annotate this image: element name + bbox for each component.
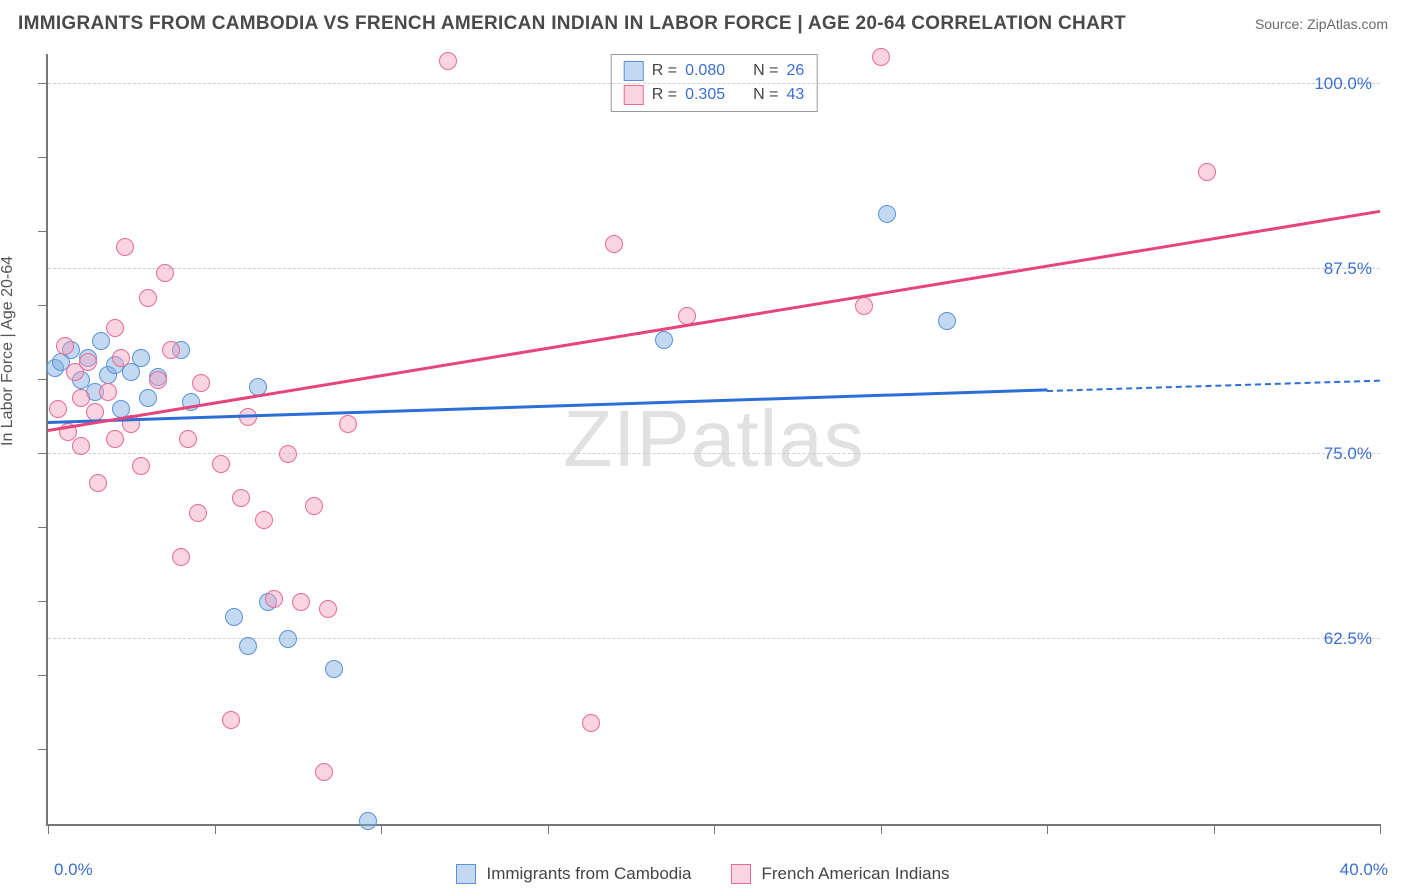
gridline [48, 268, 1380, 269]
data-point [149, 371, 167, 389]
x-tick [1380, 824, 1381, 834]
y-tick [38, 527, 48, 528]
data-point [132, 457, 150, 475]
data-point [156, 264, 174, 282]
data-point [162, 341, 180, 359]
data-point [655, 331, 673, 349]
n-value-2: 43 [786, 86, 804, 104]
legend-swatch-2b [731, 864, 751, 884]
data-point [92, 332, 110, 350]
data-point [49, 400, 67, 418]
data-point [116, 238, 134, 256]
data-point [192, 374, 210, 392]
n-label: N = [753, 86, 778, 104]
data-point [79, 353, 97, 371]
x-tick [48, 824, 49, 834]
data-point [872, 48, 890, 66]
data-point [605, 235, 623, 253]
source-label: Source: ZipAtlas.com [1255, 16, 1388, 32]
data-point [89, 474, 107, 492]
data-point [106, 319, 124, 337]
x-tick [381, 824, 382, 834]
data-point [56, 337, 74, 355]
legend-label-1: Immigrants from Cambodia [486, 864, 691, 884]
y-tick [38, 231, 48, 232]
data-point [139, 389, 157, 407]
data-point [255, 511, 273, 529]
data-point [359, 812, 377, 830]
data-point [99, 383, 117, 401]
y-tick [38, 83, 48, 84]
data-point [339, 415, 357, 433]
r-value-1: 0.080 [685, 62, 725, 80]
y-tick [38, 453, 48, 454]
legend-series-names: Immigrants from Cambodia French American… [0, 864, 1406, 884]
data-point [855, 297, 873, 315]
legend-item-1: Immigrants from Cambodia [456, 864, 691, 884]
y-tick [38, 157, 48, 158]
x-tick [1214, 824, 1215, 834]
y-tick [38, 305, 48, 306]
data-point [439, 52, 457, 70]
x-tick [548, 824, 549, 834]
legend-swatch-1b [456, 864, 476, 884]
data-point [305, 497, 323, 515]
data-point [212, 455, 230, 473]
y-tick-label: 75.0% [1324, 444, 1372, 464]
data-point [232, 489, 250, 507]
x-tick [215, 824, 216, 834]
legend-swatch-2 [624, 85, 644, 105]
gridline [48, 453, 1380, 454]
data-point [179, 430, 197, 448]
data-point [72, 437, 90, 455]
y-tick [38, 379, 48, 380]
data-point [319, 600, 337, 618]
data-point [225, 608, 243, 626]
data-point [1198, 163, 1216, 181]
data-point [582, 714, 600, 732]
y-axis-label: In Labor Force | Age 20-64 [0, 256, 17, 446]
legend-swatch-1 [624, 61, 644, 81]
r-value-2: 0.305 [685, 86, 725, 104]
n-value-1: 26 [786, 62, 804, 80]
y-tick-label: 62.5% [1324, 629, 1372, 649]
data-point [292, 593, 310, 611]
legend-row-series-1: R = 0.080 N = 26 [624, 59, 805, 83]
legend-row-series-2: R = 0.305 N = 43 [624, 83, 805, 107]
y-tick-label: 100.0% [1314, 74, 1372, 94]
data-point [222, 711, 240, 729]
data-point [72, 389, 90, 407]
data-point [112, 349, 130, 367]
legend-label-2: French American Indians [761, 864, 949, 884]
gridline [48, 83, 1380, 84]
data-point [139, 289, 157, 307]
data-point [172, 548, 190, 566]
data-point [106, 430, 124, 448]
y-tick [38, 749, 48, 750]
data-point [279, 445, 297, 463]
data-point [189, 504, 207, 522]
data-point [239, 637, 257, 655]
data-point [325, 660, 343, 678]
data-point [265, 590, 283, 608]
data-point [878, 205, 896, 223]
data-point [315, 763, 333, 781]
legend-item-2: French American Indians [731, 864, 949, 884]
data-point [132, 349, 150, 367]
r-label: R = [652, 86, 677, 104]
watermark: ZIPatlas [563, 393, 864, 485]
y-tick-label: 87.5% [1324, 259, 1372, 279]
y-tick [38, 675, 48, 676]
x-tick [1047, 824, 1048, 834]
data-point [938, 312, 956, 330]
n-label: N = [753, 62, 778, 80]
y-tick [38, 601, 48, 602]
x-tick [881, 824, 882, 834]
chart-title: IMMIGRANTS FROM CAMBODIA VS FRENCH AMERI… [18, 13, 1126, 35]
scatter-plot-area: ZIPatlas R = 0.080 N = 26 R = 0.305 N = … [46, 54, 1380, 826]
x-tick [714, 824, 715, 834]
trend-line-extrapolated [1047, 379, 1380, 391]
data-point [279, 630, 297, 648]
r-label: R = [652, 62, 677, 80]
